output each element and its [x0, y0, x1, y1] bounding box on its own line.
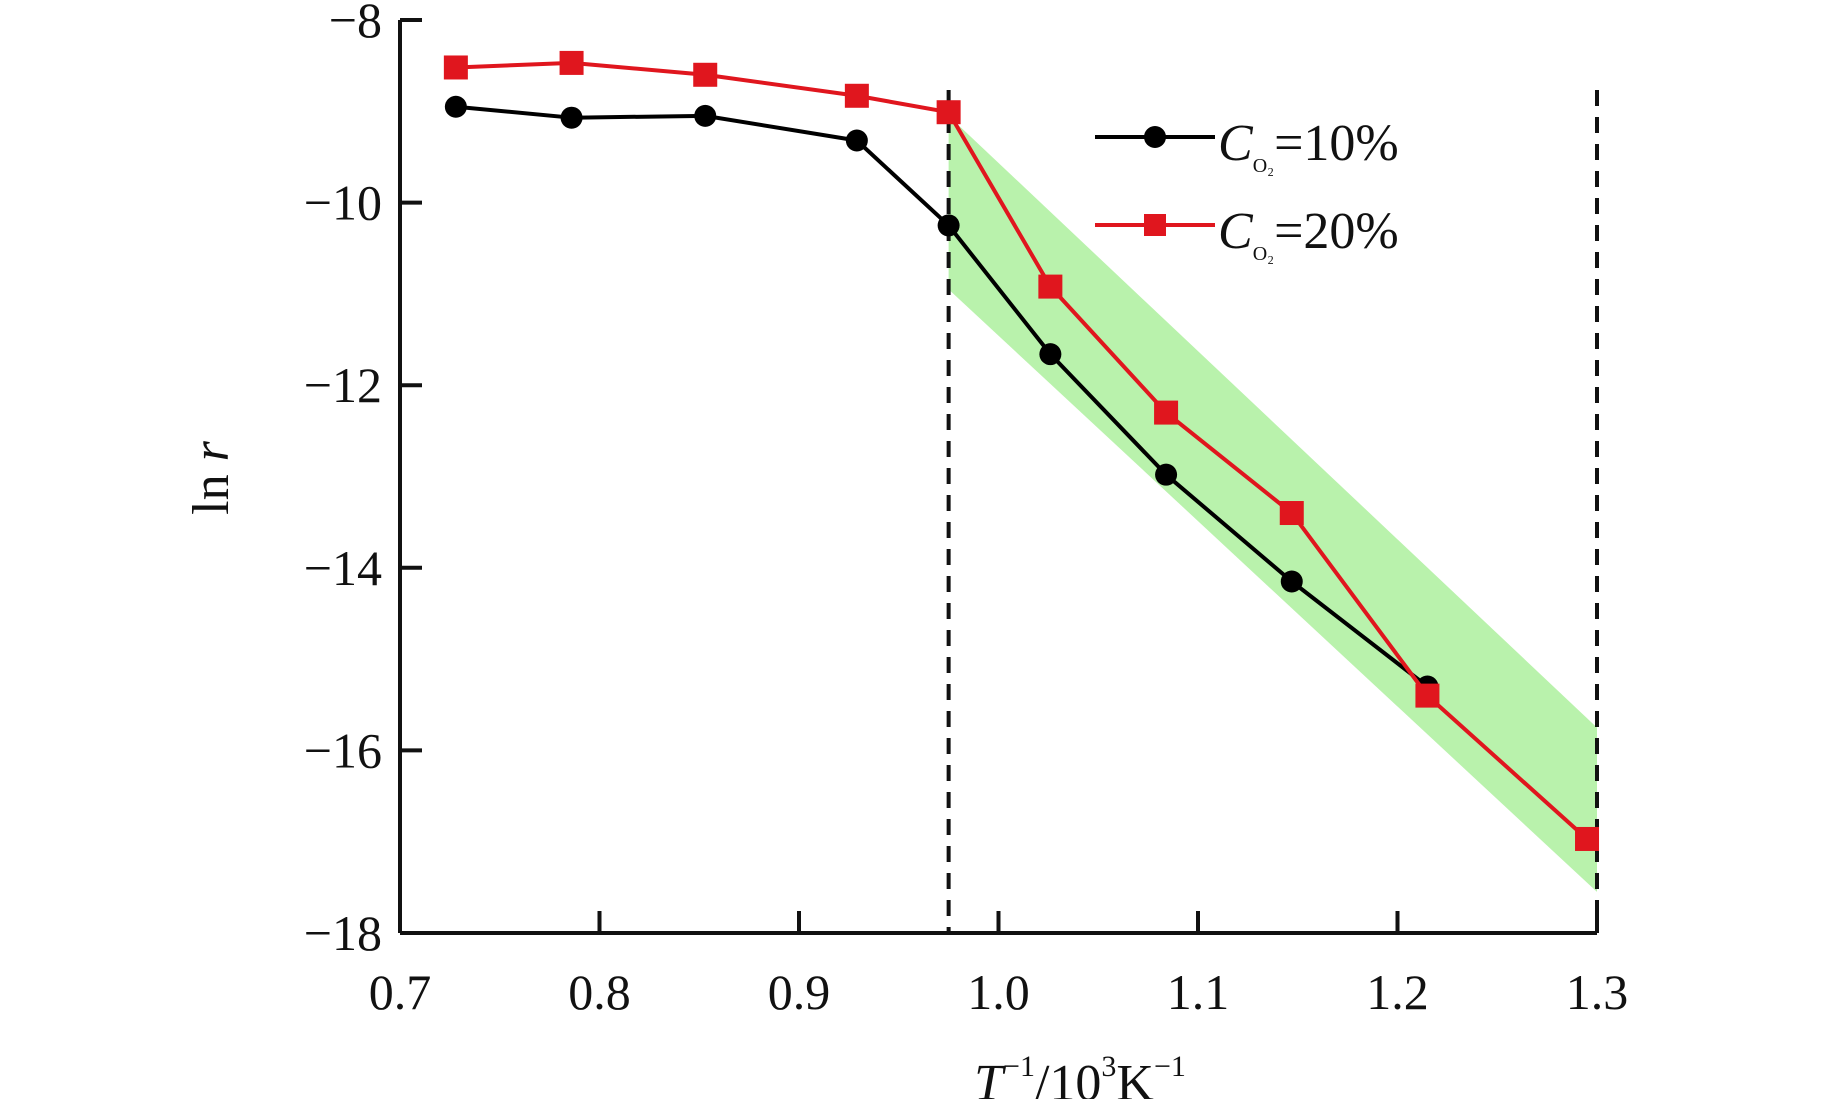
axes: [398, 20, 1597, 935]
series-0: [444, 95, 1439, 698]
series-0-point-5: [1039, 343, 1062, 366]
shaded-band-layer: [948, 115, 1597, 892]
legend-marker-square: [1144, 214, 1166, 236]
legend-entry-co2-10: CO₂=10%: [1095, 115, 1399, 177]
x-tick-label-2: 0.9: [768, 964, 831, 1020]
series-0-point-6: [1155, 463, 1178, 486]
series-1-point-2: [693, 62, 718, 87]
series-1-point-9: [1575, 826, 1600, 851]
series-1-point-7: [1279, 501, 1304, 526]
series-line-0: [455, 104, 1429, 689]
legend-label-10: CO₂=10%: [1218, 115, 1399, 177]
shaded-band: [948, 115, 1597, 892]
x-tick-label-1: 0.8: [568, 964, 631, 1020]
series-0-point-3: [845, 129, 868, 152]
x-axis-title: T−1/103K−1: [974, 1050, 1186, 1099]
x-tick-label-0: 0.7: [369, 964, 432, 1020]
x-tick-label-3: 1.0: [967, 964, 1030, 1020]
series-1: [443, 50, 1600, 851]
y-tick-label-5: −18: [304, 905, 382, 961]
y-tick-label-2: −12: [304, 357, 382, 413]
series-0-point-2: [694, 104, 717, 127]
series-1-point-3: [844, 83, 869, 108]
legend: CO₂=10% CO₂=20%: [1095, 115, 1399, 265]
series-0-point-0: [444, 95, 467, 118]
x-tick-label-5: 1.2: [1366, 964, 1429, 1020]
y-axis-title: ln r: [183, 440, 240, 514]
series-0-point-7: [1280, 570, 1303, 593]
series-1-point-4: [936, 100, 961, 125]
series-1-point-1: [559, 50, 584, 75]
series-1-point-0: [443, 55, 468, 80]
series-1-point-6: [1154, 400, 1179, 425]
series-0-point-4: [937, 214, 960, 237]
legend-marker-circle: [1144, 126, 1166, 148]
series-layer: [443, 50, 1600, 851]
legend-entry-co2-20: CO₂=20%: [1095, 203, 1399, 265]
y-tick-label-3: −14: [304, 540, 382, 596]
x-tick-label-4: 1.1: [1167, 964, 1230, 1020]
legend-label-20: CO₂=20%: [1218, 203, 1399, 265]
series-1-point-8: [1415, 683, 1440, 708]
ticks: 0.7 0.8 0.9 1.0 1.1 1.2 1.3 −8 −10 −12 −14 −16 −18: [304, 0, 1628, 1020]
y-tick-label-0: −8: [329, 0, 382, 48]
series-line-1: [455, 60, 1589, 841]
y-tick-label-1: −10: [304, 175, 382, 231]
x-tick-label-6: 1.3: [1566, 964, 1629, 1020]
y-tick-label-4: −16: [304, 722, 382, 778]
series-0-point-1: [560, 106, 583, 129]
series-1-point-5: [1038, 274, 1063, 299]
